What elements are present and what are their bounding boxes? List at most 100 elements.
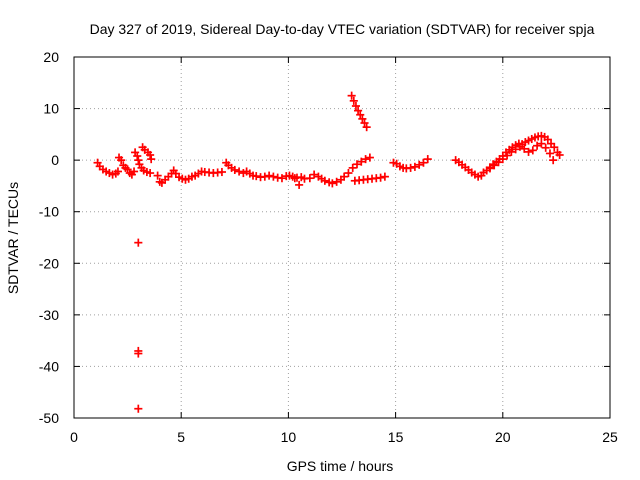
data-point — [347, 91, 356, 100]
data-point — [380, 172, 389, 181]
data-point — [113, 167, 123, 176]
data-point — [320, 176, 329, 185]
data-point — [490, 161, 499, 170]
data-point — [153, 171, 162, 180]
data-point — [310, 170, 319, 179]
data-point — [344, 168, 353, 178]
data-point — [178, 174, 187, 183]
data-point — [406, 163, 415, 172]
y-tick-label: 0 — [51, 152, 59, 168]
chart-title: Day 327 of 2019, Sidereal Day-to-day VTE… — [90, 21, 595, 37]
data-point — [528, 146, 537, 155]
data-point — [503, 151, 512, 160]
data-point — [133, 151, 142, 161]
data-point — [537, 131, 546, 140]
data-point — [285, 171, 294, 180]
data-point — [134, 404, 143, 413]
data-point — [161, 175, 170, 184]
y-tick-label: -30 — [39, 307, 59, 323]
y-tick-label: -40 — [39, 358, 59, 374]
x-axis-title: GPS time / hours — [287, 458, 394, 474]
data-point — [305, 174, 314, 183]
data-point — [348, 163, 357, 172]
data-point — [351, 101, 360, 111]
data-point — [389, 158, 398, 167]
data-point — [361, 155, 370, 164]
data-point — [530, 133, 540, 142]
x-tick-label: 20 — [495, 429, 511, 445]
data-point — [340, 172, 349, 181]
data-point — [332, 177, 341, 186]
data-point — [485, 164, 494, 173]
data-point — [129, 167, 139, 176]
data-point — [365, 153, 374, 162]
data-point — [146, 168, 155, 178]
y-tick-label: -20 — [39, 255, 59, 271]
data-point — [494, 158, 503, 167]
data-point — [545, 149, 555, 158]
data-point — [474, 172, 483, 181]
data-point — [362, 123, 371, 132]
data-points-group — [93, 91, 564, 413]
data-point — [147, 155, 156, 164]
data-point — [524, 147, 533, 156]
data-point — [142, 167, 151, 177]
data-point — [533, 141, 542, 150]
data-point — [187, 172, 196, 181]
data-point — [108, 170, 117, 179]
data-point — [376, 173, 385, 182]
data-point — [498, 155, 507, 164]
data-point — [555, 150, 564, 160]
data-point — [325, 178, 334, 187]
plot-frame — [73, 56, 611, 419]
data-point — [269, 172, 278, 181]
data-point — [328, 179, 337, 188]
tick-labels-group: 0 5 10 15 20 25 -50 -40 -30 -20 -10 0 10 20 — [39, 49, 618, 445]
data-point — [550, 143, 559, 152]
data-point — [265, 171, 274, 180]
data-point — [95, 162, 104, 171]
data-point — [260, 172, 269, 181]
x-tick-label: 15 — [388, 429, 404, 445]
data-point — [181, 175, 190, 184]
data-point — [295, 180, 304, 189]
data-point — [357, 157, 366, 166]
data-point — [171, 169, 180, 178]
axis-frame-group — [73, 56, 611, 419]
y-tick-label: 20 — [43, 49, 59, 65]
data-point — [356, 110, 365, 119]
data-point — [520, 144, 529, 153]
x-tick-label: 5 — [177, 429, 185, 445]
data-point — [507, 147, 516, 156]
data-point — [134, 238, 143, 247]
data-point — [352, 160, 362, 169]
data-point — [415, 160, 424, 169]
y-tick-label: -10 — [39, 204, 59, 220]
data-point — [164, 172, 173, 181]
data-point — [546, 139, 556, 148]
data-point — [541, 143, 550, 152]
data-point — [543, 135, 552, 144]
y-axis-title: SDTVAR / TECUs — [5, 182, 21, 294]
x-tick-label: 0 — [70, 429, 78, 445]
data-point — [336, 175, 345, 184]
data-point — [515, 142, 525, 151]
data-point — [349, 96, 358, 105]
data-point — [157, 178, 166, 187]
x-tick-label: 10 — [281, 429, 297, 445]
data-point — [360, 118, 369, 128]
data-point — [235, 167, 244, 176]
data-point — [354, 106, 363, 115]
data-point — [134, 346, 143, 356]
data-point — [146, 150, 155, 160]
data-point — [358, 114, 367, 123]
data-point — [230, 165, 239, 174]
data-point — [117, 156, 126, 165]
x-tick-label: 25 — [602, 429, 618, 445]
data-point — [549, 156, 558, 165]
y-tick-label: -50 — [39, 410, 59, 426]
data-point — [134, 156, 143, 165]
data-point — [217, 167, 226, 177]
